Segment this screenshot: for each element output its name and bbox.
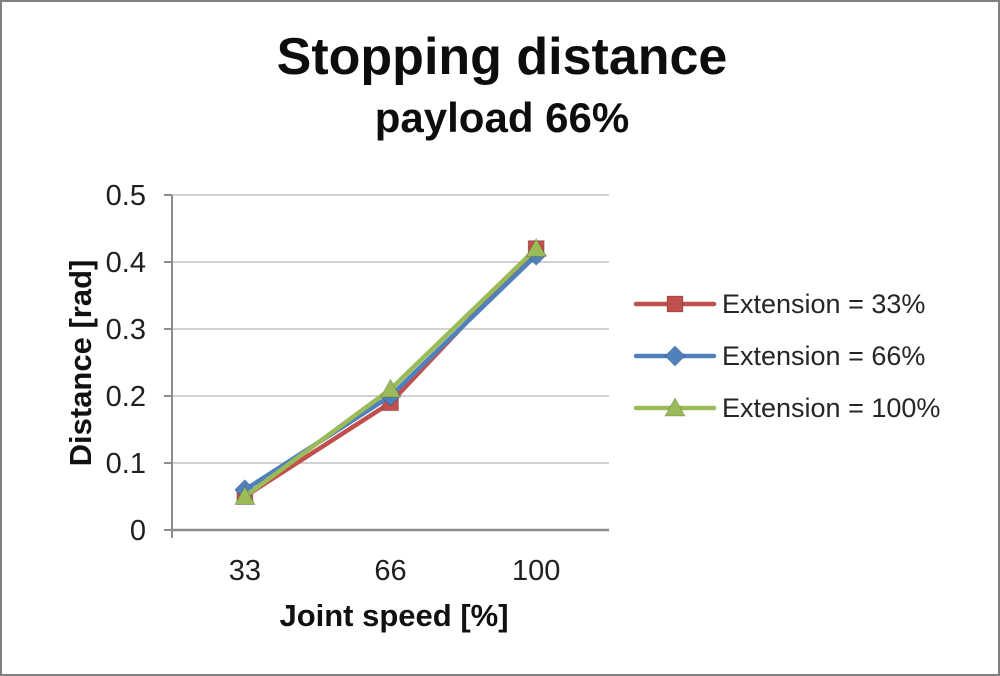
y-tick-label: 0.3 [106, 314, 146, 346]
x-axis-title: Joint speed [%] [279, 598, 509, 633]
chart-title: Stopping distance [276, 28, 728, 86]
y-tick-label: 0.4 [106, 247, 146, 279]
legend-label: Extension = 66% [722, 340, 926, 371]
legend-swatch-diamond-icon [633, 345, 717, 367]
legend-swatch-triangle-icon [633, 396, 717, 417]
series-2-triangle-marker [233, 485, 256, 505]
legend-item-0: Extension = 33% [633, 278, 940, 330]
legend-swatch-square-icon [633, 295, 717, 313]
series-2-triangle-marker [379, 378, 402, 398]
x-tick-label: 33 [229, 555, 261, 587]
chart-subtitle: payload 66% [374, 94, 630, 141]
legend-label: Extension = 100% [722, 392, 941, 423]
legend: Extension = 33% Extension = 66% Extension … [633, 278, 940, 434]
x-tick-label: 100 [512, 555, 560, 587]
legend-item-1: Extension = 66% [633, 330, 940, 382]
y-tick-label: 0.2 [106, 381, 146, 413]
legend-label: Extension = 33% [722, 288, 926, 319]
y-tick-label: 0 [130, 515, 146, 547]
series-2-triangle-marker [525, 237, 548, 258]
legend-item-2: Extension = 100% [633, 382, 940, 434]
y-tick-label: 0.1 [106, 448, 146, 480]
x-tick-label: 66 [374, 555, 406, 587]
y-tick-label: 0.5 [106, 180, 146, 212]
y-axis-title: Distance [rad] [63, 259, 98, 467]
